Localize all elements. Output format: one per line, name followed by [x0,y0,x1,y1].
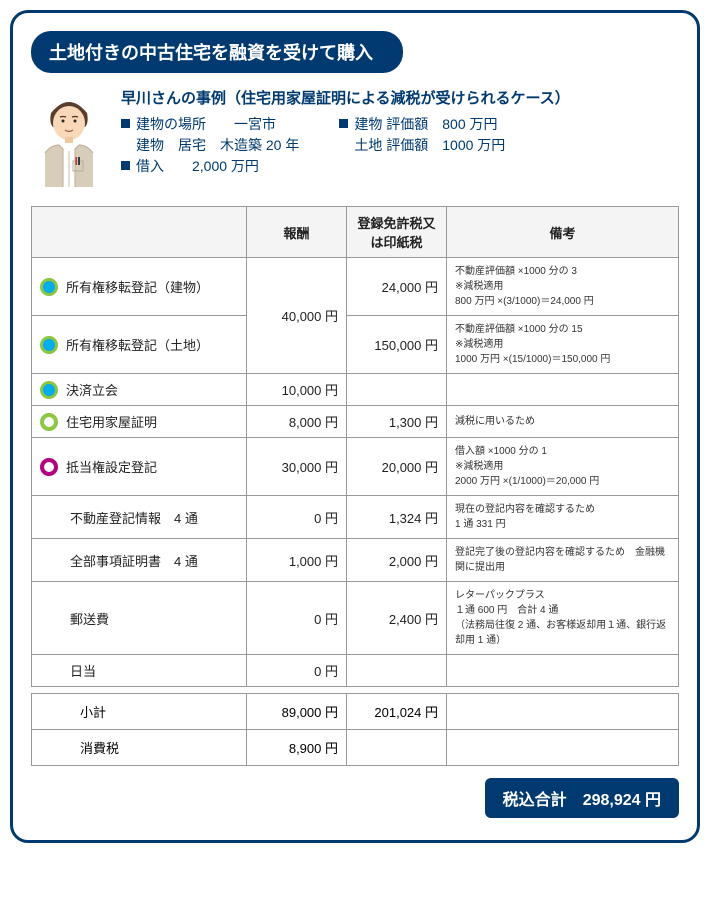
subtotal-remark [447,730,679,766]
subtotal-row: 消費税8,900 円 [32,730,679,766]
tax-cell [347,655,447,687]
item-label: 全部事項証明書 4 通 [70,551,198,570]
item-label: 所有権移転登記（土地） [66,335,209,354]
bullet-circle-icon [40,278,58,296]
table-row: 全部事項証明書 4 通 1,000 円2,000 円登記完了後の登記内容を確認する… [32,539,679,582]
document-frame: 土地付きの中古住宅を融資を受けて購入 [10,10,700,843]
info-col-right: 建物 評価額 800 万円土地 評価額 1000 万円 [339,114,505,177]
item-label: 決済立会 [66,380,118,399]
table-row: 郵送費 0 円2,400 円レターパックプラス１通 600 円 合計 4 通（法務… [32,582,679,655]
item-label: 所有権移転登記（建物） [66,277,209,296]
item-label: 郵送費 [70,609,109,628]
tax-cell: 1,300 円 [347,406,447,438]
remark-cell: 現在の登記内容を確認するため1 通 331 円 [447,496,679,539]
fee-cell: 10,000 円 [247,374,347,406]
item-cell: 所有権移転登記（建物） [32,258,247,316]
avatar [31,87,107,192]
info-line: 建物 居宅 木造築 20 年 [121,135,299,156]
subtotal-label: 小計 [32,694,247,730]
item-cell: 全部事項証明書 4 通 [32,539,247,582]
item-cell: 所有権移転登記（土地） [32,316,247,374]
remark-cell: レターパックプラス１通 600 円 合計 4 通（法務局往復 2 通、お客様返却… [447,582,679,655]
col-tax: 登録免許税又は印紙税 [347,207,447,258]
tax-cell: 2,400 円 [347,582,447,655]
fee-cell: 0 円 [247,582,347,655]
remark-cell: 借入額 ×1000 分の 1※減税適用2000 万円 ×(1/1000)＝20,… [447,438,679,496]
info-text: 土地 評価額 1000 万円 [354,135,505,156]
info-line: 建物の場所 一宮市 [121,114,299,135]
table-row: 不動産登記情報 4 通 0 円1,324 円現在の登記内容を確認するため1 通 3… [32,496,679,539]
fee-cell: 0 円 [247,655,347,687]
subtotal-table: 小計89,000 円201,024 円消費税8,900 円 [31,693,679,766]
bullet-circle-icon [40,381,58,399]
item-cell: 日当 [32,655,247,687]
info-text: 借入 2,000 万円 [136,156,259,177]
item-cell: 決済立会 [32,374,247,406]
item-label: 住宅用家屋証明 [66,412,157,431]
fee-cell: 40,000 円 [247,258,347,374]
table-row: 所有権移転登記（土地） 150,000 円不動産評価額 ×1000 分の 15※減… [32,316,679,374]
table-row: 日当 0 円 [32,655,679,687]
remark-cell: 不動産評価額 ×1000 分の 3※減税適用800 万円 ×(3/1000)＝2… [447,258,679,316]
item-label: 抵当権設定登記 [66,457,157,476]
subtotal-label: 消費税 [32,730,247,766]
table-header-row: 報酬 登録免許税又は印紙税 備考 [32,207,679,258]
info-line: 借入 2,000 万円 [121,156,299,177]
info-text: 建物の場所 一宮市 [136,114,276,135]
table-row: 抵当権設定登記 30,000 円20,000 円借入額 ×1000 分の 1※減税… [32,438,679,496]
subtotal-tax: 201,024 円 [347,694,447,730]
subtotal-remark [447,694,679,730]
grand-total-badge: 税込合計 298,924 円 [485,778,679,818]
info-line: 土地 評価額 1000 万円 [339,135,505,156]
col-item [32,207,247,258]
square-bullet-icon [121,161,130,170]
item-cell: 住宅用家屋証明 [32,406,247,438]
item-cell: 郵送費 [32,582,247,655]
remark-cell [447,655,679,687]
remark-cell: 減税に用いるため [447,406,679,438]
subtotal-fee: 8,900 円 [247,730,347,766]
square-bullet-icon [339,119,348,128]
fee-cell: 30,000 円 [247,438,347,496]
remark-cell [447,374,679,406]
grand-total-label: 税込合計 [503,792,567,809]
tax-cell: 20,000 円 [347,438,447,496]
info-col-left: 建物の場所 一宮市建物 居宅 木造築 20 年借入 2,000 万円 [121,114,299,177]
tax-cell: 2,000 円 [347,539,447,582]
remark-cell: 登記完了後の登記内容を確認するため 金融機関に提出用 [447,539,679,582]
item-cell: 抵当権設定登記 [32,438,247,496]
tax-cell: 150,000 円 [347,316,447,374]
tax-cell: 24,000 円 [347,258,447,316]
item-label: 不動産登記情報 4 通 [70,508,198,527]
fee-cell: 0 円 [247,496,347,539]
item-cell: 不動産登記情報 4 通 [32,496,247,539]
fee-cell: 1,000 円 [247,539,347,582]
tax-cell [347,374,447,406]
subtotal-row: 小計89,000 円201,024 円 [32,694,679,730]
case-info-text: 早川さんの事例（住宅用家屋証明による減税が受けられるケース） 建物の場所 一宮市… [121,87,679,192]
grand-total-value: 298,924 円 [583,792,661,809]
remark-cell: 不動産評価額 ×1000 分の 15※減税適用1000 万円 ×(15/1000… [447,316,679,374]
info-text: 建物 居宅 木造築 20 年 [136,135,299,156]
tax-cell: 1,324 円 [347,496,447,539]
case-title: 早川さんの事例（住宅用家屋証明による減税が受けられるケース） [121,87,679,108]
col-remark: 備考 [447,207,679,258]
subtotal-tax [347,730,447,766]
info-text: 建物 評価額 800 万円 [354,114,497,135]
fee-table: 報酬 登録免許税又は印紙税 備考 所有権移転登記（建物）40,000 円24,0… [31,206,679,687]
bullet-circle-icon [40,458,58,476]
col-fee: 報酬 [247,207,347,258]
case-info-block: 早川さんの事例（住宅用家屋証明による減税が受けられるケース） 建物の場所 一宮市… [31,87,679,192]
fee-cell: 8,000 円 [247,406,347,438]
page-title: 土地付きの中古住宅を融資を受けて購入 [31,31,403,73]
table-row: 決済立会 10,000 円 [32,374,679,406]
table-row: 所有権移転登記（建物）40,000 円24,000 円不動産評価額 ×1000 … [32,258,679,316]
table-row: 住宅用家屋証明 8,000 円1,300 円減税に用いるため [32,406,679,438]
subtotal-fee: 89,000 円 [247,694,347,730]
bullet-circle-icon [40,413,58,431]
square-bullet-icon [121,119,130,128]
item-label: 日当 [70,661,96,680]
bullet-circle-icon [40,336,58,354]
info-line: 建物 評価額 800 万円 [339,114,505,135]
